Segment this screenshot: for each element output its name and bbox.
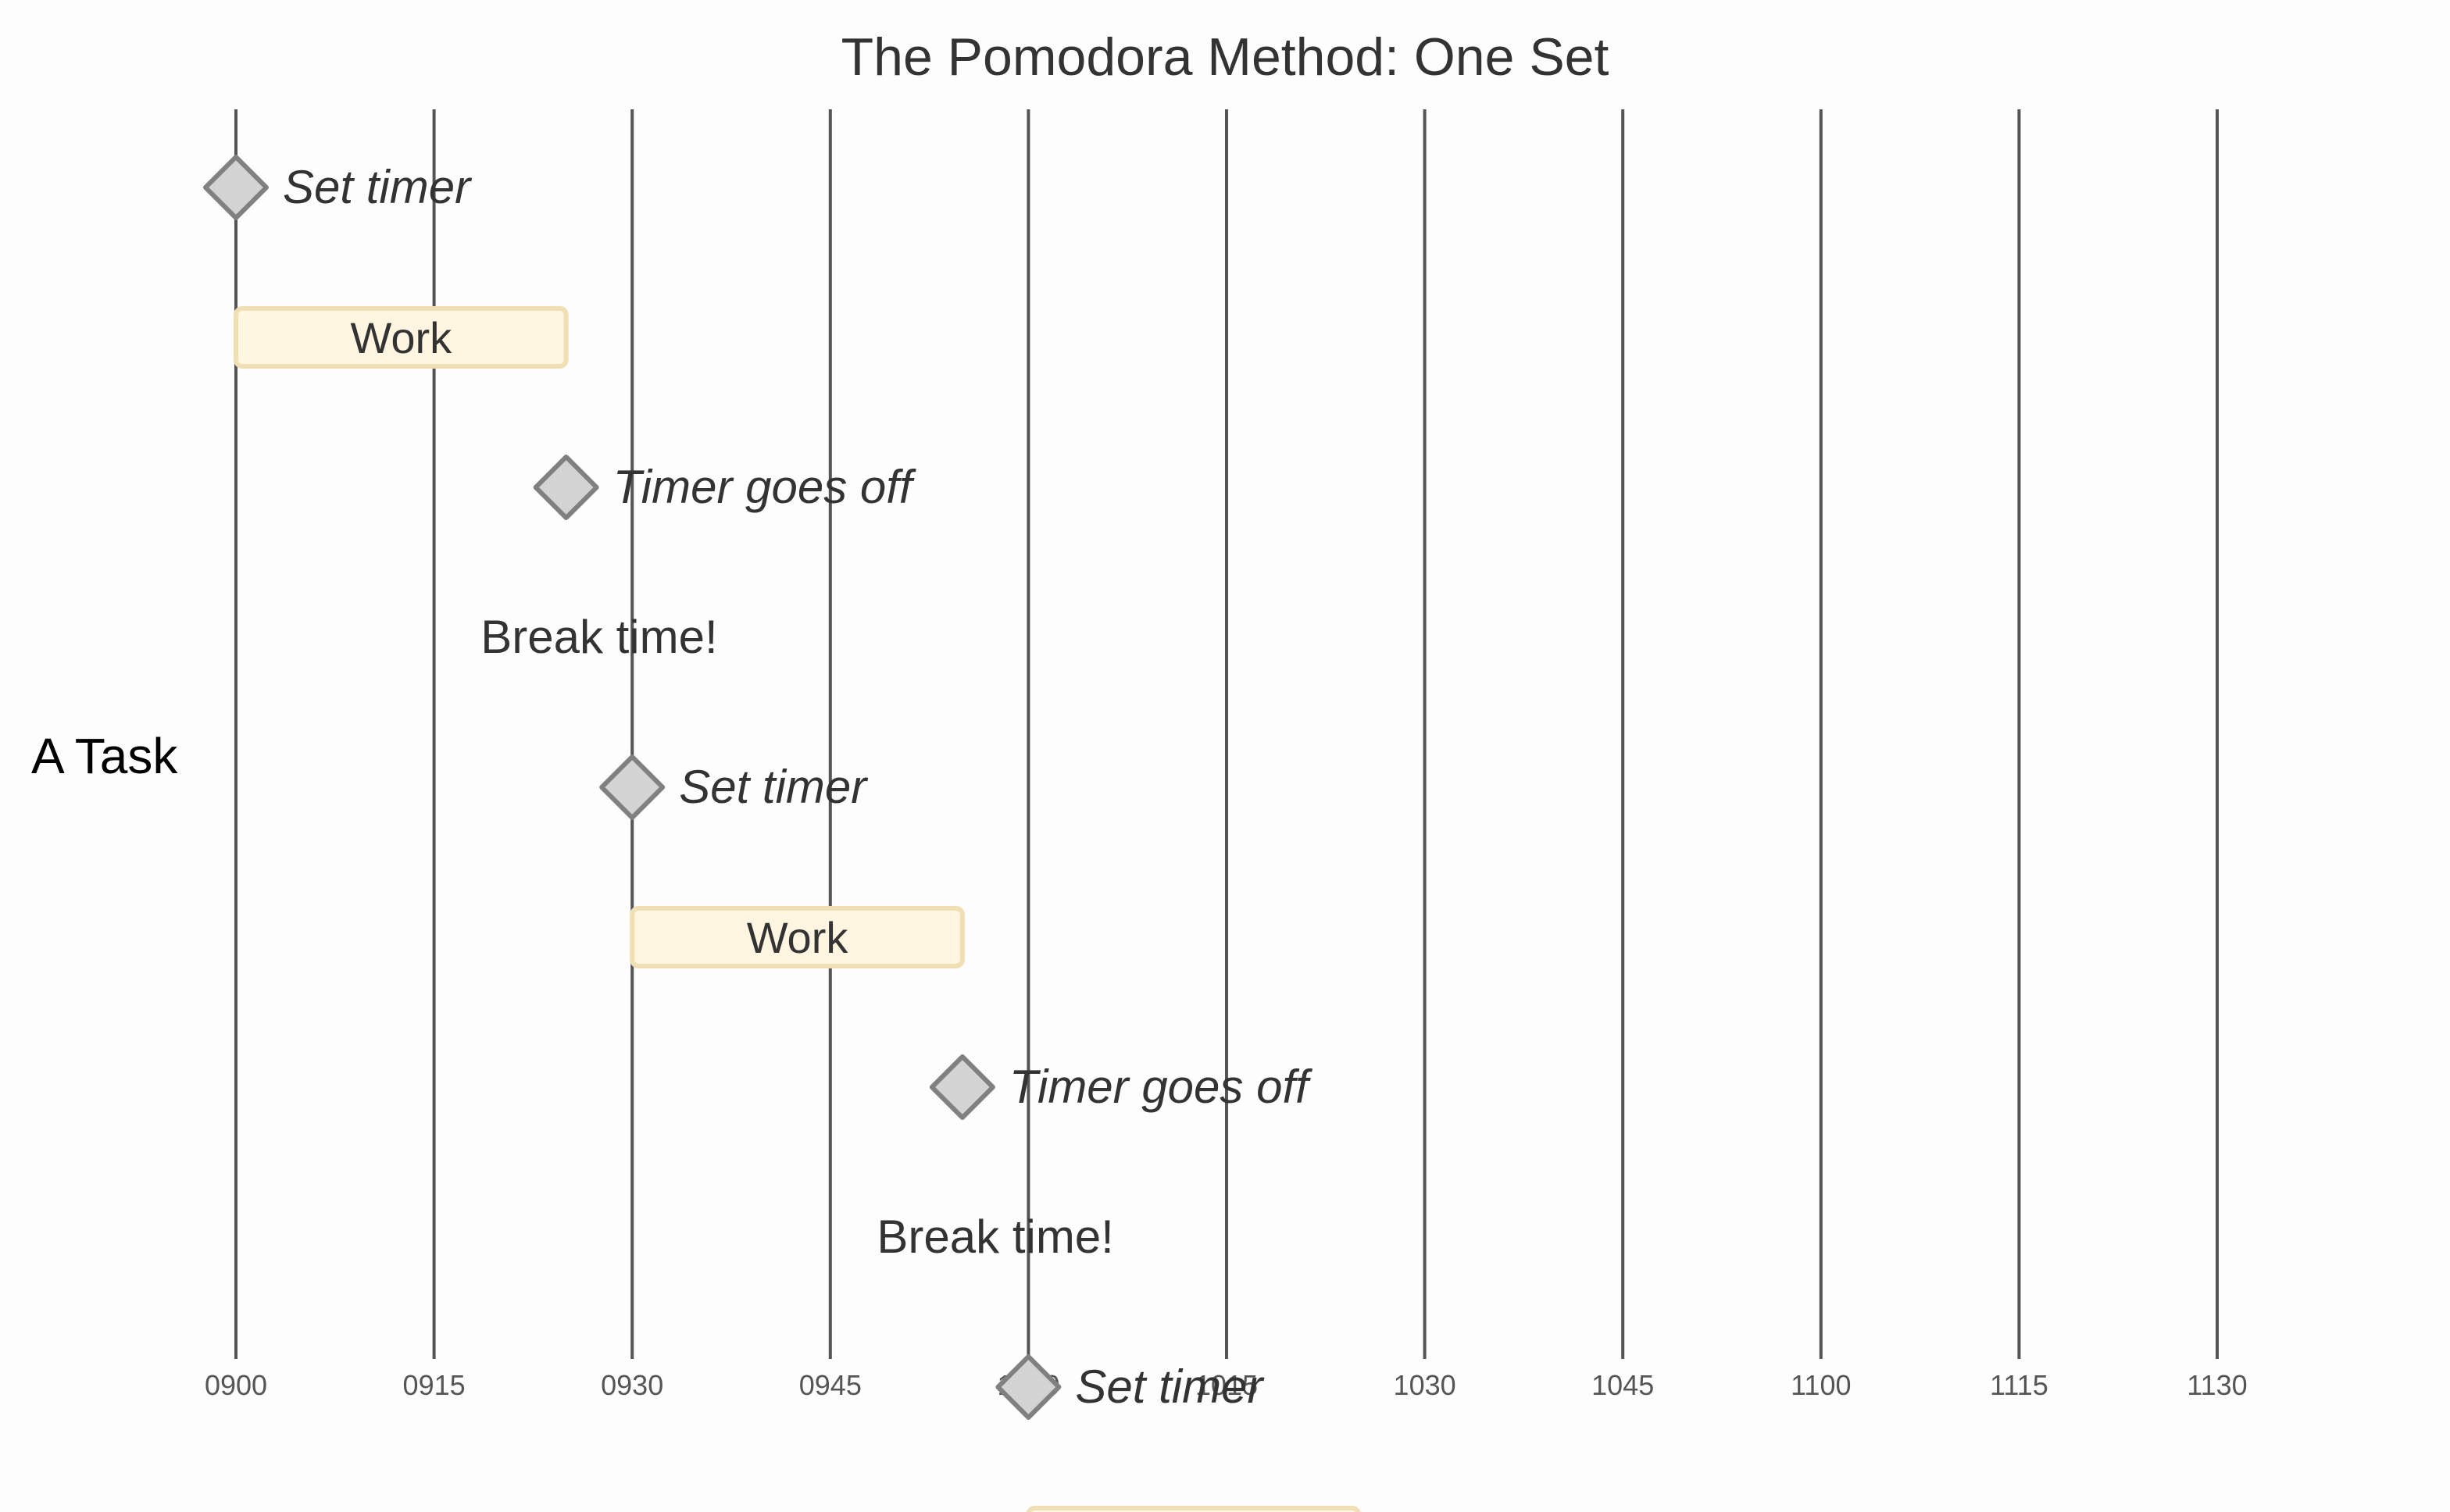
task-bar (630, 906, 965, 968)
x-tick-label: 1115 (1990, 1369, 2048, 1401)
milestone-diamond-icon (203, 155, 269, 220)
gantt-row-milestone: Timer goes off (533, 455, 916, 520)
section-label: A Task (31, 728, 178, 784)
x-tick-label: 1100 (1791, 1369, 1851, 1401)
milestone-label: Set timer (679, 761, 868, 813)
break-label: Break time! (480, 611, 717, 663)
gantt-row-task: Work (234, 306, 569, 369)
milestone-diamond-icon (533, 455, 599, 520)
gantt-row-text: Break time! (480, 611, 717, 663)
break-label: Break time! (877, 1211, 1113, 1263)
task-label: Work (351, 313, 453, 362)
gantt-row-task: Work (630, 906, 965, 968)
gantt-row-text: Break time! (877, 1211, 1113, 1263)
task-bar (1026, 1506, 1361, 1512)
milestone-label: Timer goes off (613, 461, 916, 513)
gantt-row-milestone: Set timer (599, 754, 868, 820)
x-tick-label: 1015 (1195, 1369, 1258, 1401)
milestone-diamond-icon (995, 1354, 1062, 1420)
gantt-row-milestone: Timer goes off (929, 1054, 1312, 1120)
x-tick-label: 1130 (2187, 1369, 2247, 1401)
x-tick-label: 0915 (403, 1369, 466, 1401)
chart-title: The Pomodora Method: One Set (841, 27, 1609, 87)
grid-lines (234, 109, 2219, 1359)
task-bar (234, 306, 569, 369)
x-tick-label: 0930 (601, 1369, 663, 1401)
task-label: Work (747, 913, 849, 962)
milestone-label: Set timer (1075, 1360, 1264, 1413)
gantt-row-task: Work (1026, 1506, 1361, 1512)
x-tick-label: 0945 (799, 1369, 862, 1401)
x-tick-label: 1030 (1394, 1369, 1456, 1401)
gantt-rows: Set timer Work Timer goes off Break time! Se… (203, 155, 1361, 1512)
x-tick-label: 0900 (205, 1369, 267, 1401)
gantt-row-milestone: Set timer (203, 155, 472, 220)
milestone-diamond-icon (929, 1054, 995, 1120)
milestone-label: Timer goes off (1009, 1061, 1312, 1113)
gantt-row-milestone: Set timer (995, 1354, 1264, 1420)
milestone-label: Set timer (283, 161, 472, 213)
milestone-diamond-icon (599, 754, 666, 820)
x-tick-label: 1045 (1591, 1369, 1654, 1401)
